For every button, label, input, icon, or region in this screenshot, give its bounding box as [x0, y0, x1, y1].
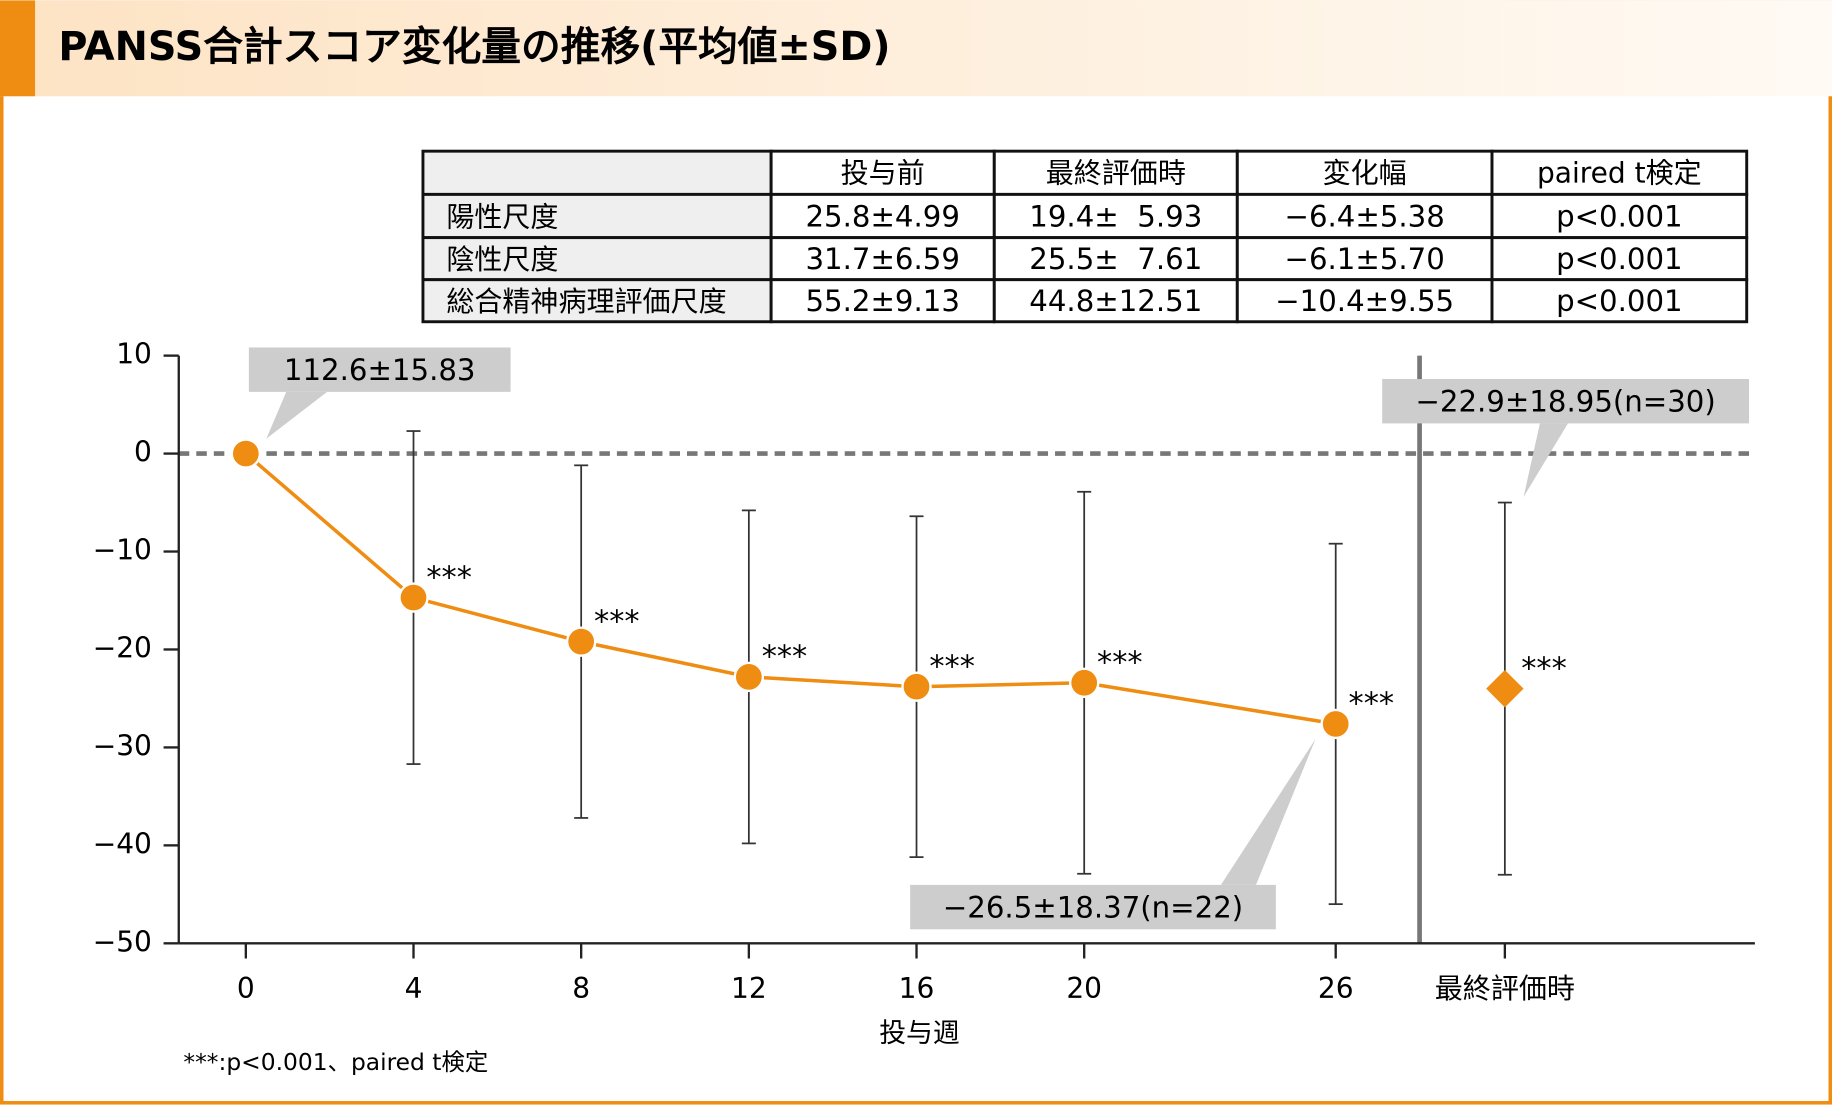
x-tick-label: 26	[1318, 972, 1354, 1005]
table-value: p<0.001	[1556, 199, 1683, 233]
point	[398, 582, 429, 613]
x-tick-label: 最終評価時	[1435, 972, 1575, 1005]
table-value: p<0.001	[1556, 284, 1683, 318]
callout-pointer	[1220, 738, 1316, 885]
row-label: 陰性尺度	[446, 243, 558, 276]
table-header: 変化幅	[1323, 157, 1407, 190]
y-tick-label: −50	[93, 925, 152, 958]
point	[733, 661, 765, 693]
significance: ***	[762, 640, 808, 675]
table-cell	[992, 192, 1239, 240]
table-value: p<0.001	[1556, 242, 1683, 276]
significance: ***	[1097, 646, 1143, 681]
table-cell	[992, 149, 1239, 196]
point	[1069, 667, 1100, 698]
table-value: 55.2±9.13	[805, 284, 959, 318]
table-cell	[1490, 192, 1749, 240]
table-cell	[992, 278, 1239, 324]
point	[901, 671, 932, 702]
point	[1320, 708, 1351, 740]
significance: ***	[1349, 687, 1395, 722]
table-value: 31.7±6.59	[805, 242, 959, 276]
row-label: 総合精神病理評価尺度	[446, 285, 726, 318]
annotation: 112.6±15.83	[284, 353, 476, 387]
callout-box	[248, 347, 511, 392]
x-axis-label: 投与週	[879, 1018, 960, 1049]
table-header: 投与前	[841, 157, 925, 190]
title-band	[0, 0, 1832, 97]
table-cell	[1235, 236, 1494, 282]
table-value: 44.8±12.51	[1029, 284, 1202, 318]
callout-pointer	[1523, 423, 1568, 498]
table-header: 最終評価時	[1046, 157, 1186, 190]
y-tick-label: −40	[93, 827, 152, 860]
title-accent	[0, 0, 36, 97]
point	[230, 438, 262, 469]
y-tick-label: 0	[134, 436, 152, 469]
x-tick-label: 0	[237, 972, 255, 1005]
annotation: −26.5±18.37(n=22)	[943, 890, 1243, 924]
table-cell	[421, 149, 773, 196]
table-cell	[769, 149, 996, 196]
significance: ***	[929, 650, 975, 685]
point	[565, 626, 597, 657]
x-tick-label: 12	[731, 972, 767, 1005]
table-cell	[1490, 278, 1749, 324]
callout-box	[910, 884, 1276, 930]
row-label: 陽性尺度	[446, 200, 558, 233]
table-cell	[1490, 236, 1749, 282]
significance: ***	[594, 604, 640, 639]
table-cell	[992, 236, 1239, 282]
table-value: 25.8±4.99	[805, 199, 959, 233]
y-tick-label: −20	[93, 631, 152, 664]
significance: ***	[426, 560, 472, 595]
x-tick-label: 8	[572, 972, 590, 1005]
x-tick-label: 4	[405, 972, 423, 1005]
table-cell	[1235, 278, 1494, 324]
table-value: −6.4±5.38	[1284, 199, 1444, 233]
table-value: −6.1±5.70	[1284, 242, 1444, 276]
callout-box	[1382, 378, 1750, 424]
y-tick-label: 10	[116, 338, 152, 371]
x-tick-label: 20	[1066, 972, 1102, 1005]
table-value: −10.4±9.55	[1275, 284, 1454, 318]
title: PANSS合計スコア変化量の推移(平均値±SD)	[58, 24, 890, 70]
footnote: ***:p<0.001、paired t検定	[183, 1048, 488, 1076]
y-tick-label: −30	[93, 729, 152, 762]
significance: ***	[1521, 651, 1567, 686]
table-value: 25.5± 7.61	[1029, 242, 1202, 276]
table-cell	[769, 236, 996, 282]
y-tick-label: −10	[93, 534, 152, 567]
table-cell	[421, 278, 773, 324]
x-tick-label: 16	[899, 972, 935, 1005]
table-cell	[769, 278, 996, 324]
annotation: −22.9±18.95(n=30)	[1415, 385, 1715, 419]
table-header: paired t検定	[1537, 157, 1702, 190]
table-value: 19.4± 5.93	[1029, 199, 1202, 233]
